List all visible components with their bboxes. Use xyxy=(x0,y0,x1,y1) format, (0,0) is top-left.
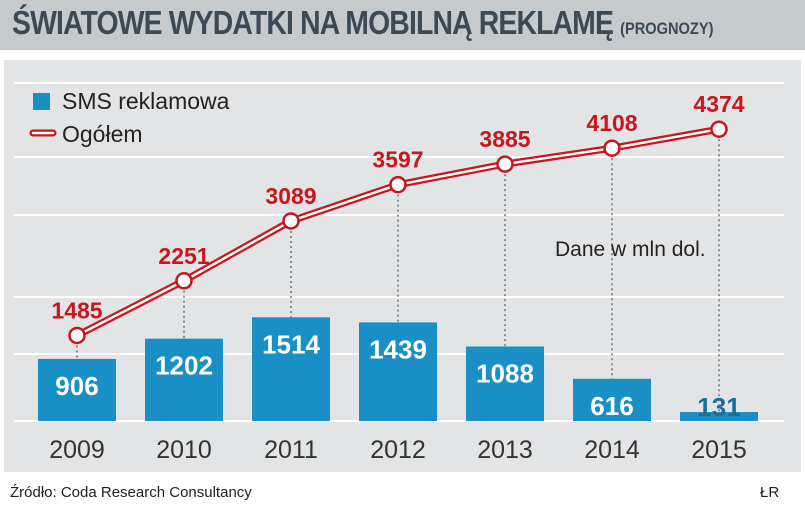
x-tick-2015: 2015 xyxy=(691,436,747,464)
bar-2013 xyxy=(466,346,544,421)
units-note: Dane w mln dol. xyxy=(555,238,706,261)
point-2014 xyxy=(603,139,621,157)
credit-text: ŁR xyxy=(760,484,780,501)
bar-label-2014: 616 xyxy=(590,391,633,421)
source-text: Źródło: Coda Research Consultancy xyxy=(10,484,252,501)
point-label-2011: 3089 xyxy=(265,183,316,209)
point-label-2014: 4108 xyxy=(586,110,637,136)
point-2010 xyxy=(175,272,193,290)
point-2015 xyxy=(710,120,728,138)
bar-2010 xyxy=(145,338,223,421)
x-tick-2014: 2014 xyxy=(584,436,640,464)
title-bar: ŚWIATOWE WYDATKI NA MOBILNĄ REKLAMĘ (PRO… xyxy=(0,0,805,50)
bar-label-2015: 131 xyxy=(697,392,740,422)
total-line-layer xyxy=(68,120,728,345)
bar-2015 xyxy=(680,412,758,421)
chart-title: ŚWIATOWE WYDATKI NA MOBILNĄ REKLAMĘ (PRO… xyxy=(12,4,713,42)
point-label-2012: 3597 xyxy=(372,147,423,173)
chart-panel: 906 1202 1514 1439 1088 616 131 1485 2251 3089 359… xyxy=(4,60,801,472)
bar-2012 xyxy=(359,322,437,421)
x-tick-2012: 2012 xyxy=(370,436,426,464)
bar-2014 xyxy=(573,378,651,421)
title-subtitle: (PROGNOZY) xyxy=(620,19,714,38)
x-tick-2010: 2010 xyxy=(156,436,212,464)
bar-label-2013: 1088 xyxy=(476,358,534,388)
drop-lines xyxy=(76,129,720,413)
chart-svg: 906 1202 1514 1439 1088 616 131 1485 2251 3089 359… xyxy=(14,82,784,464)
bar-label-2012: 1439 xyxy=(369,334,427,364)
point-2009 xyxy=(68,326,86,345)
point-label-2013: 3885 xyxy=(479,126,530,152)
title-main: ŚWIATOWE WYDATKI NA MOBILNĄ REKLAMĘ xyxy=(12,4,614,41)
point-2013 xyxy=(496,155,514,173)
bar-2009 xyxy=(38,358,116,421)
point-label-2015: 4374 xyxy=(693,91,744,117)
bar-label-2009: 906 xyxy=(55,371,98,401)
legend-label-sms: SMS reklamowa xyxy=(62,88,230,114)
bar-label-2010: 1202 xyxy=(155,351,213,381)
bar-2011 xyxy=(252,317,330,421)
point-2011 xyxy=(282,212,300,230)
x-tick-2009: 2009 xyxy=(49,436,105,464)
x-tick-2013: 2013 xyxy=(477,436,533,464)
point-2012 xyxy=(389,175,407,194)
point-label-2009: 1485 xyxy=(51,297,102,323)
x-tick-2011: 2011 xyxy=(264,436,318,464)
bars xyxy=(38,317,758,421)
legend-label-total: Ogółem xyxy=(62,121,143,147)
legend-swatch-sms xyxy=(33,93,50,110)
legend: SMS reklamowa Ogółem xyxy=(29,88,230,147)
labels: 906 1202 1514 1439 1088 616 131 1485 2251 3089 359… xyxy=(49,91,747,464)
bar-label-2011: 1514 xyxy=(262,329,320,359)
point-label-2010: 2251 xyxy=(158,243,209,269)
